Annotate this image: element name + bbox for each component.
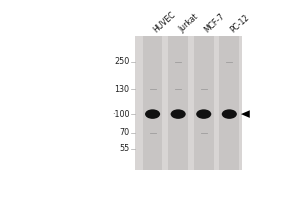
Bar — [219, 36, 239, 170]
Text: 130: 130 — [114, 85, 129, 94]
Bar — [194, 36, 214, 170]
Ellipse shape — [145, 109, 160, 119]
Text: 250: 250 — [114, 57, 129, 66]
Bar — [135, 36, 242, 170]
Text: HUVEC: HUVEC — [152, 10, 178, 34]
Text: 55: 55 — [119, 144, 129, 153]
Polygon shape — [241, 110, 250, 118]
Ellipse shape — [171, 109, 186, 119]
Bar — [143, 36, 163, 170]
Bar — [168, 36, 188, 170]
Text: 70: 70 — [119, 128, 129, 137]
Ellipse shape — [222, 109, 237, 119]
Text: ·100: ·100 — [112, 110, 129, 119]
Text: Jurkat: Jurkat — [178, 13, 200, 34]
Text: PC-12: PC-12 — [229, 13, 251, 34]
Ellipse shape — [196, 109, 211, 119]
Text: MCF-7: MCF-7 — [203, 12, 227, 34]
